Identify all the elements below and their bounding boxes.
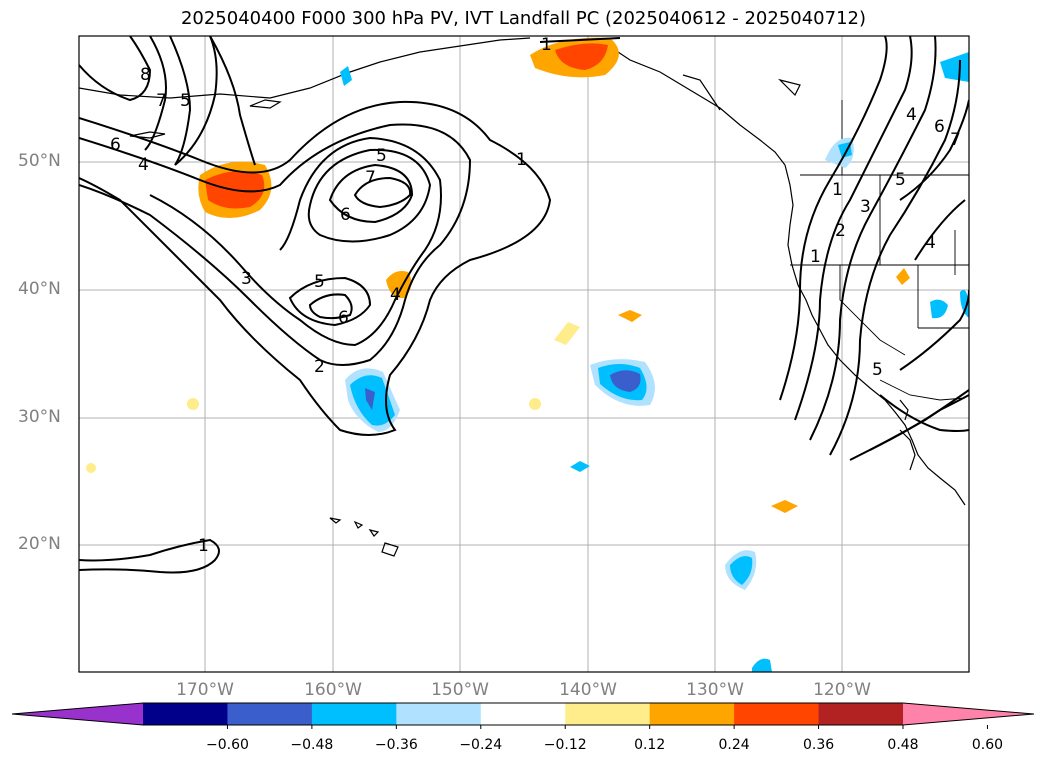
contour-label: 8	[140, 65, 151, 85]
contour-label: 4	[925, 233, 936, 253]
lon-label-150w: 150°W	[431, 680, 489, 700]
contour-label: 5	[895, 170, 906, 190]
contour-label: 6	[934, 117, 945, 137]
colorbar-swatch	[734, 703, 820, 725]
lon-label-140w: 140°W	[559, 680, 617, 700]
colorbar-tick-label: 0.48	[887, 737, 919, 753]
colorbar-tick-label: −0.12	[543, 737, 587, 753]
colorbar-tick-label: −0.48	[290, 737, 334, 753]
lat-label-50n: 50°N	[18, 151, 61, 171]
colorbar-swatch	[143, 703, 228, 725]
lon-label-130w: 130°W	[686, 680, 744, 700]
map-frame	[78, 35, 970, 673]
colorbar-tick-label: 0.12	[634, 737, 666, 753]
colorbar	[11, 702, 1035, 729]
colorbar-swatch	[480, 703, 566, 725]
lat-label-30n: 30°N	[18, 407, 61, 427]
contour-label: 6	[340, 205, 351, 225]
contour-label: 5	[376, 146, 387, 166]
lat-label-40n: 40°N	[18, 279, 61, 299]
contour-label: 1	[516, 150, 527, 170]
contour-label: 4	[390, 285, 401, 305]
contour-label: 1	[810, 247, 821, 267]
colorbar-swatch	[818, 703, 904, 725]
contour-label: 1	[198, 536, 209, 556]
lat-label-20n: 20°N	[18, 534, 61, 554]
colorbar-swatch	[649, 703, 735, 725]
coastlines	[79, 37, 966, 557]
colorbar-tick-label: −0.60	[205, 737, 249, 753]
contour-label: 6	[110, 135, 121, 155]
contour-label: 7	[365, 168, 376, 188]
contour-label: 6	[338, 308, 349, 328]
colorbar-max-extension	[903, 703, 1034, 725]
contour-label: 1	[541, 35, 552, 55]
colorbar-outline	[11, 702, 1035, 726]
lon-label-160w: 160°W	[304, 680, 362, 700]
contour-label: 5	[180, 91, 191, 111]
ivt-contours	[79, 36, 969, 574]
contour-label: 2	[314, 357, 325, 377]
contour-label: 7	[950, 130, 961, 150]
contour-labels: 1 1 1 1 1 2 2 3 3 4 4 4 4 5 5 5 5 5 6 6 …	[110, 35, 961, 556]
pv-positive-shading	[86, 37, 910, 513]
colorbar-swatch	[311, 703, 397, 725]
contour-label: 4	[138, 155, 149, 175]
colorbar-tick-label: −0.36	[374, 737, 418, 753]
pv-negative-shading	[340, 52, 969, 672]
colorbar-tick-label: 0.24	[718, 737, 750, 753]
contour-label: 3	[860, 197, 871, 217]
contour-label: 7	[156, 91, 167, 111]
contour-label: 3	[241, 269, 252, 289]
map-title: 2025040400 F000 300 hPa PV, IVT Landfall…	[180, 8, 867, 29]
contour-label: 5	[872, 360, 883, 380]
colorbar-tick-label: 0.60	[971, 737, 1004, 753]
contour-label: 1	[832, 180, 843, 200]
contour-label: 5	[314, 272, 325, 292]
lon-label-120w: 120°W	[813, 680, 871, 700]
colorbar-min-extension	[12, 703, 143, 725]
colorbar-swatch	[396, 703, 482, 725]
contour-label: 4	[906, 105, 917, 125]
colorbar-swatch	[565, 703, 651, 725]
colorbar-tick-label: −0.24	[459, 737, 503, 753]
colorbar-tick-label: 0.36	[802, 737, 835, 753]
lon-label-170w: 170°W	[176, 680, 234, 700]
contour-label: 2	[835, 221, 846, 241]
colorbar-swatch	[227, 703, 313, 725]
